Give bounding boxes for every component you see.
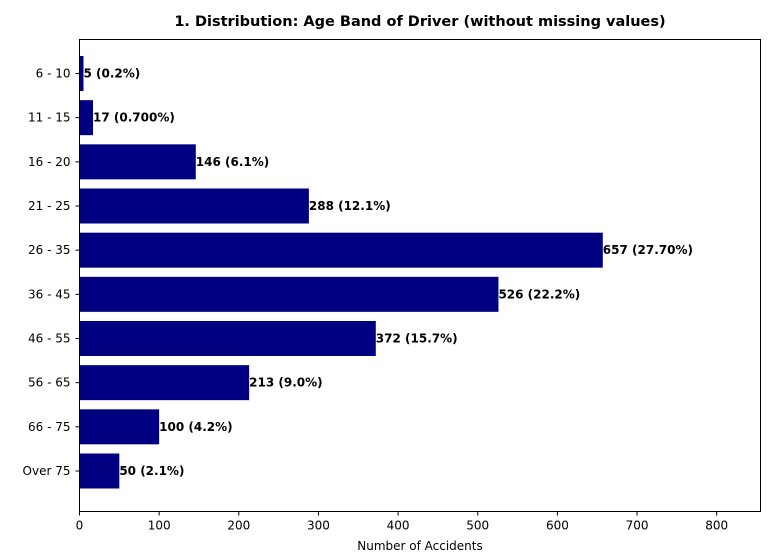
y-tick-label: 36 - 45 — [28, 287, 71, 301]
plot-frame — [79, 39, 761, 512]
data-label: 17 (0.700%) — [93, 111, 175, 125]
y-tick-label: 11 - 15 — [28, 111, 71, 125]
y-tick-label: 46 - 55 — [28, 332, 71, 346]
x-tick-label: 200 — [227, 519, 250, 533]
x-tick-label: 700 — [626, 519, 649, 533]
x-tick-label: 100 — [148, 519, 171, 533]
x-tick-label: 300 — [307, 519, 330, 533]
bar — [79, 321, 376, 356]
x-axis-label: Number of Accidents — [357, 539, 483, 553]
data-label: 146 (6.1%) — [196, 155, 269, 169]
x-tick-label: 500 — [466, 519, 489, 533]
data-label: 50 (2.1%) — [119, 464, 184, 478]
bar — [79, 100, 94, 136]
bar — [79, 276, 499, 312]
data-label: 5 (0.2%) — [83, 67, 140, 81]
bar — [79, 365, 250, 401]
data-label: 372 (15.7%) — [376, 332, 458, 346]
data-label: 657 (27.70%) — [603, 243, 693, 257]
x-tick-label: 600 — [546, 519, 569, 533]
data-label: 288 (12.1%) — [309, 199, 391, 213]
data-label: 526 (22.2%) — [498, 287, 580, 301]
bar — [79, 56, 84, 91]
y-tick-label: Over 75 — [23, 464, 71, 478]
x-axis: 0 100 200 300 400 500 600 700 800 — [76, 511, 728, 533]
chart-title: 1. Distribution: Age Band of Driver (wit… — [174, 14, 665, 30]
bars-group — [79, 56, 603, 489]
bar — [79, 232, 603, 268]
bar — [79, 188, 309, 224]
y-tick-label: 66 - 75 — [28, 420, 71, 434]
y-tick-label: 56 - 65 — [28, 376, 71, 390]
y-tick-label: 16 - 20 — [28, 155, 71, 169]
bar — [79, 144, 196, 180]
y-tick-label: 26 - 35 — [28, 243, 71, 257]
x-tick-label: 0 — [76, 519, 84, 533]
x-tick-label: 400 — [387, 519, 410, 533]
data-label: 100 (4.2%) — [159, 420, 232, 434]
y-tick-label: 6 - 10 — [36, 67, 71, 81]
x-tick-label: 800 — [705, 519, 728, 533]
y-axis: 6 - 10 11 - 15 16 - 20 21 - 25 26 - 35 36 - 4… — [23, 67, 80, 478]
bar — [79, 409, 160, 445]
data-labels-group: 5 (0.2%) 17 (0.700%) 146 (6.1%) 288 (12.1%)… — [83, 67, 692, 479]
data-label: 213 (9.0%) — [249, 376, 322, 390]
bar — [79, 453, 120, 489]
y-tick-label: 21 - 25 — [28, 199, 71, 213]
